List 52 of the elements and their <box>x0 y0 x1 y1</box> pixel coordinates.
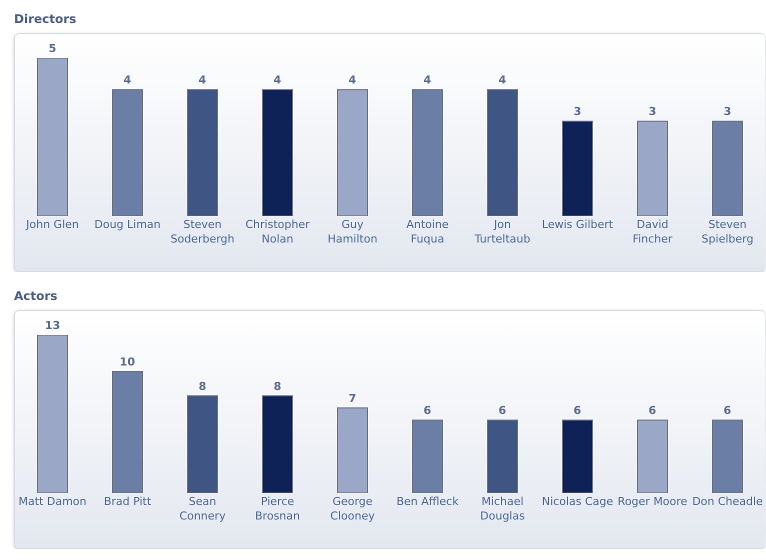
bar <box>637 420 668 493</box>
x-tick-label: Sean Connery <box>179 495 226 522</box>
x-tick-label: Michael Douglas <box>480 495 526 522</box>
bar <box>112 370 143 493</box>
data-label: 4 <box>198 74 206 87</box>
data-label: 13 <box>44 319 60 332</box>
chart-title: Directors <box>14 12 76 26</box>
bar <box>487 420 518 493</box>
data-label: 8 <box>274 380 282 393</box>
data-label: 8 <box>198 380 206 393</box>
x-tick-label: Nicolas Cage <box>542 495 614 508</box>
x-tick-label: Don Cheadle <box>692 495 764 508</box>
data-label: 6 <box>498 404 506 418</box>
bar <box>187 395 218 493</box>
x-tick-label: Jon Turteltaub <box>474 218 530 246</box>
bar <box>337 407 368 493</box>
x-tick-label: Roger Moore <box>618 495 688 508</box>
data-label: 3 <box>648 105 656 118</box>
x-tick-label: Doug Liman <box>94 218 161 231</box>
data-label: 4 <box>274 74 282 87</box>
data-label: 6 <box>724 404 732 418</box>
x-tick-label: Steven Spielberg <box>702 218 754 246</box>
x-tick-label: Antoine Fuqua <box>406 218 449 246</box>
x-tick-label: Christopher Nolan <box>245 218 310 246</box>
data-label: 4 <box>498 74 506 87</box>
x-tick-label: Pierce Brosnan <box>255 495 300 522</box>
x-tick-label: David Fincher <box>632 218 673 246</box>
x-tick-label: Steven Soderbergh <box>170 218 235 246</box>
data-label: 6 <box>424 404 432 418</box>
bar <box>262 395 293 493</box>
x-tick-label: Lewis Gilbert <box>542 218 614 231</box>
data-label: 10 <box>120 355 136 368</box>
x-tick-label: Ben Affleck <box>396 495 460 508</box>
x-tick-label: Matt Damon <box>18 495 87 508</box>
data-label: 4 <box>124 74 132 87</box>
data-label: 7 <box>348 392 356 405</box>
x-tick-label: John Glen <box>25 218 79 231</box>
bar <box>37 335 68 493</box>
data-label: 5 <box>48 42 56 55</box>
x-tick-label: George Clooney <box>330 495 376 522</box>
x-tick-label: Guy Hamilton <box>328 218 378 246</box>
bar <box>562 420 593 493</box>
data-label: 3 <box>574 105 582 118</box>
data-label: 4 <box>424 74 432 87</box>
data-label: 6 <box>648 404 656 418</box>
bar <box>712 420 743 493</box>
bar <box>412 420 443 493</box>
data-label: 4 <box>348 74 356 87</box>
chart-title: Actors <box>14 289 58 303</box>
x-tick-label: Brad Pitt <box>104 495 152 508</box>
data-label: 3 <box>724 105 732 118</box>
data-label: 6 <box>574 404 582 418</box>
